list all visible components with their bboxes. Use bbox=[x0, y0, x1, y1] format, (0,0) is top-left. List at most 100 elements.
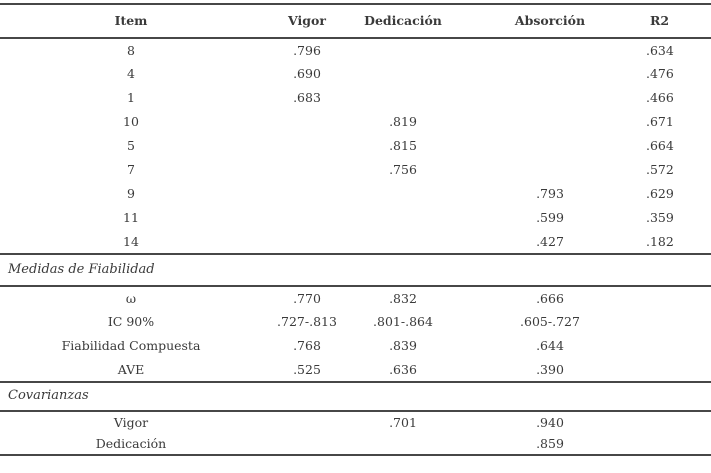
absorcion-cell: .599 bbox=[536, 210, 564, 226]
absorcion-cell bbox=[454, 62, 646, 86]
vigor-cell bbox=[262, 230, 352, 254]
dedicacion-cell: .839 bbox=[389, 338, 417, 354]
measure-label: ω bbox=[125, 290, 137, 306]
section-label-fiabilidad: Medidas de Fiabilidad bbox=[8, 261, 155, 277]
absorcion-cell: .940 bbox=[536, 414, 564, 430]
vigor-cell bbox=[262, 206, 352, 230]
measure-label: AVE bbox=[117, 361, 145, 377]
item-cell: 14 bbox=[123, 233, 139, 249]
dedicacion-cell: .815 bbox=[389, 138, 417, 154]
table-row-item-11: 11 .599 .359 bbox=[0, 206, 711, 230]
table-row-item-10: 10 .819 .671 bbox=[0, 110, 711, 134]
table-row-cov-vigor: Vigor .701 .940 bbox=[0, 411, 711, 433]
measure-label: Fiabilidad Compuesta bbox=[61, 338, 201, 354]
r2-cell bbox=[646, 411, 711, 433]
column-header-item: Item bbox=[114, 13, 148, 29]
item-cell: 1 bbox=[127, 90, 135, 106]
r2-cell bbox=[646, 433, 711, 455]
table-row-ave: AVE .525 .636 .390 bbox=[0, 358, 711, 382]
table-row-item-1: 1 .683 .466 bbox=[0, 86, 711, 110]
table-row-ic90: IC 90% .727-.813 .801-.864 .605-.727 bbox=[0, 310, 711, 334]
item-cell: 5 bbox=[127, 138, 135, 154]
absorcion-cell: .605-.727 bbox=[520, 314, 580, 330]
vigor-cell bbox=[262, 110, 352, 134]
r2-cell bbox=[646, 334, 711, 358]
column-header-dedicacion: Dedicación bbox=[364, 13, 442, 29]
absorcion-cell: .793 bbox=[536, 186, 564, 202]
dedicacion-cell: .756 bbox=[389, 162, 417, 178]
factor-loadings-table: Item Vigor Dedicación Absorción R2 8 .79… bbox=[0, 3, 711, 456]
table-row-fiabilidad-compuesta: Fiabilidad Compuesta .768 .839 .644 bbox=[0, 334, 711, 358]
r2-cell: .629 bbox=[646, 186, 674, 202]
vigor-cell bbox=[262, 182, 352, 206]
dedicacion-cell: .832 bbox=[389, 290, 417, 306]
r2-cell bbox=[646, 310, 711, 334]
section-row-fiabilidad: Medidas de Fiabilidad bbox=[0, 254, 711, 286]
covariance-label: Vigor bbox=[113, 414, 149, 430]
r2-cell: .182 bbox=[646, 233, 674, 249]
vigor-cell bbox=[262, 433, 352, 455]
dedicacion-cell bbox=[352, 182, 454, 206]
covariance-label: Dedicación bbox=[95, 435, 167, 451]
vigor-cell bbox=[262, 158, 352, 182]
table-row-item-14: 14 .427 .182 bbox=[0, 230, 711, 254]
vigor-cell: .683 bbox=[293, 90, 321, 106]
absorcion-cell: .427 bbox=[536, 233, 564, 249]
absorcion-cell bbox=[454, 134, 646, 158]
item-cell: 9 bbox=[127, 186, 135, 202]
table-header-row: Item Vigor Dedicación Absorción R2 bbox=[0, 4, 711, 38]
table-row-item-4: 4 .690 .476 bbox=[0, 62, 711, 86]
vigor-cell: .727-.813 bbox=[277, 314, 337, 330]
r2-cell: .466 bbox=[646, 90, 674, 106]
dedicacion-cell bbox=[352, 38, 454, 62]
table-row-item-7: 7 .756 .572 bbox=[0, 158, 711, 182]
r2-cell: .671 bbox=[646, 114, 674, 130]
absorcion-cell bbox=[454, 110, 646, 134]
table-row-cov-dedicacion: Dedicación .859 bbox=[0, 433, 711, 455]
absorcion-cell bbox=[454, 86, 646, 110]
r2-cell: .572 bbox=[646, 162, 674, 178]
item-cell: 4 bbox=[127, 66, 135, 82]
r2-cell: .664 bbox=[646, 138, 674, 154]
table-row-omega: ω .770 .832 .666 bbox=[0, 286, 711, 310]
absorcion-cell: .644 bbox=[536, 338, 564, 354]
measure-label: IC 90% bbox=[107, 314, 155, 330]
table-row-item-9: 9 .793 .629 bbox=[0, 182, 711, 206]
absorcion-cell: .859 bbox=[536, 435, 564, 451]
vigor-cell: .796 bbox=[293, 42, 321, 58]
vigor-cell bbox=[262, 411, 352, 433]
r2-cell: .359 bbox=[646, 210, 674, 226]
section-label-covarianzas: Covarianzas bbox=[8, 388, 89, 404]
item-cell: 8 bbox=[127, 42, 135, 58]
dedicacion-cell bbox=[352, 206, 454, 230]
dedicacion-cell: .636 bbox=[389, 361, 417, 377]
item-cell: 7 bbox=[127, 162, 135, 178]
vigor-cell: .525 bbox=[293, 361, 321, 377]
column-header-r2: R2 bbox=[649, 13, 670, 29]
table-row-item-8: 8 .796 .634 bbox=[0, 38, 711, 62]
section-row-covarianzas: Covarianzas bbox=[0, 382, 711, 411]
dedicacion-cell: .819 bbox=[389, 114, 417, 130]
vigor-cell: .690 bbox=[293, 66, 321, 82]
absorcion-cell: .390 bbox=[536, 361, 564, 377]
dedicacion-cell bbox=[352, 62, 454, 86]
r2-cell: .634 bbox=[646, 42, 674, 58]
item-cell: 11 bbox=[123, 210, 139, 226]
column-header-vigor: Vigor bbox=[288, 13, 326, 29]
dedicacion-cell: .701 bbox=[389, 414, 417, 430]
absorcion-cell: .666 bbox=[536, 290, 564, 306]
r2-cell bbox=[646, 286, 711, 310]
dedicacion-cell bbox=[352, 86, 454, 110]
column-header-absorcion: Absorción bbox=[514, 13, 586, 29]
item-cell: 10 bbox=[123, 114, 139, 130]
dedicacion-cell bbox=[352, 433, 454, 455]
absorcion-cell bbox=[454, 158, 646, 182]
vigor-cell: .770 bbox=[293, 290, 321, 306]
vigor-cell: .768 bbox=[293, 338, 321, 354]
absorcion-cell bbox=[454, 38, 646, 62]
vigor-cell bbox=[262, 134, 352, 158]
r2-cell bbox=[646, 358, 711, 382]
dedicacion-cell: .801-.864 bbox=[373, 314, 433, 330]
dedicacion-cell bbox=[352, 230, 454, 254]
